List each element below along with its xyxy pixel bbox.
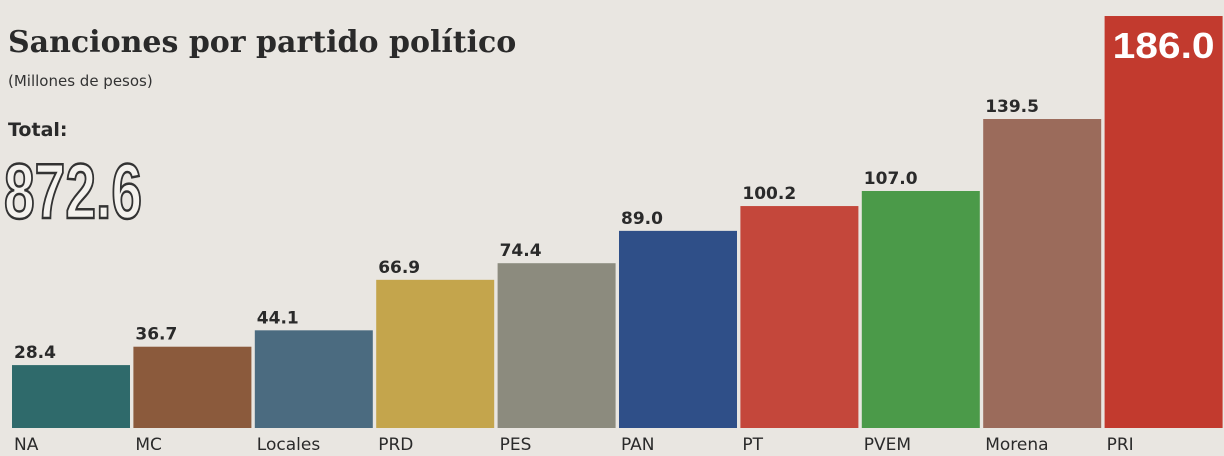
value-label: 186.0 — [1113, 25, 1215, 66]
value-label: 28.4 — [14, 343, 56, 363]
value-label: 66.9 — [378, 258, 420, 278]
x-tick-label: NA — [14, 435, 39, 455]
x-tick-label: PAN — [621, 435, 655, 455]
x-tick-label: PT — [742, 435, 763, 455]
value-label: 89.0 — [621, 209, 663, 229]
value-label: 44.1 — [257, 308, 299, 328]
value-label: 36.7 — [135, 325, 177, 345]
x-tick-label: PES — [500, 435, 532, 455]
value-label: 139.5 — [985, 97, 1039, 117]
x-tick-label: PRI — [1107, 435, 1134, 455]
total-value: 872.6 — [4, 147, 142, 235]
bar — [254, 330, 373, 428]
bar — [619, 230, 737, 428]
bar — [1104, 16, 1223, 428]
x-tick-label: PVEM — [864, 435, 911, 455]
chart-title: Sanciones por partido político — [8, 25, 516, 60]
x-tick-label: Morena — [985, 435, 1048, 455]
value-label: 107.0 — [864, 169, 918, 189]
value-label: 100.2 — [742, 184, 796, 204]
total-label: Total: — [8, 119, 68, 141]
bar — [133, 346, 252, 428]
x-tick-label: MC — [135, 435, 162, 455]
bar — [376, 279, 495, 428]
chart-subtitle: (Millones de pesos) — [8, 72, 153, 90]
value-label: 74.4 — [500, 241, 542, 261]
x-tick-label: PRD — [378, 435, 413, 455]
bar — [861, 190, 980, 428]
bar — [12, 365, 130, 428]
bar — [983, 119, 1102, 428]
bar — [497, 263, 616, 428]
bar — [740, 206, 859, 428]
x-tick-label: Locales — [257, 435, 321, 455]
